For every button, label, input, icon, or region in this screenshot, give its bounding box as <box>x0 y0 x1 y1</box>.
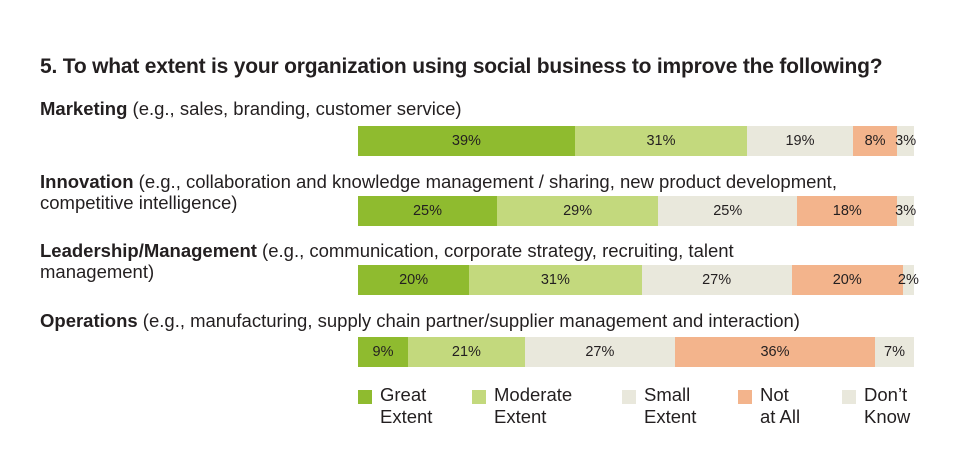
data-label: 20% <box>832 272 862 288</box>
legend-swatch <box>738 390 752 404</box>
category-name: Leadership/Management <box>40 240 257 261</box>
data-label: 25% <box>713 203 743 219</box>
data-label: 20% <box>399 272 429 288</box>
data-label: 2% <box>897 272 919 288</box>
category-label: Operations (e.g., manufacturing, supply … <box>40 310 800 331</box>
data-label: 36% <box>760 344 790 360</box>
legend-label-line1: Don’t <box>864 384 908 405</box>
legend-swatch <box>472 390 486 404</box>
legend-label: Not at All <box>760 384 800 428</box>
bar-segment: 19% <box>747 126 853 156</box>
bar-segment: 31% <box>469 265 642 295</box>
data-label: 31% <box>646 133 676 149</box>
legend-label: Great Extent <box>380 384 432 428</box>
legend: Great Extent Moderate Extent Small Extent Not a… <box>358 384 928 434</box>
stacked-bar: 25% 29% 25% 18% 3% <box>358 196 917 226</box>
bar-segment: 27% <box>524 337 675 367</box>
category-name: Marketing <box>40 98 128 119</box>
legend-label-line1: Great <box>380 384 427 405</box>
data-label: 31% <box>540 272 570 288</box>
data-label: 19% <box>785 133 815 149</box>
data-label: 8% <box>864 133 886 149</box>
bar-segment: 27% <box>641 265 792 295</box>
legend-label: Small Extent <box>644 384 696 428</box>
category-detail: (e.g., manufacturing, supply chain partn… <box>137 310 800 331</box>
stacked-bar: 39% 31% 19% 8% 3% <box>358 126 917 156</box>
category-name: Operations <box>40 310 138 331</box>
data-label: 3% <box>895 133 917 149</box>
bar-segment: 3% <box>895 196 917 226</box>
bar-segment: 36% <box>674 337 876 367</box>
category-label: Leadership/Management (e.g., communicati… <box>40 240 734 282</box>
bar-segment: 29% <box>497 196 659 226</box>
bar-segment: 20% <box>791 265 903 295</box>
bar-segment: 2% <box>898 265 919 295</box>
legend-label-line2: Extent <box>644 406 697 427</box>
chart-title: 5. To what extent is your organization u… <box>40 55 883 78</box>
data-label: 39% <box>451 133 481 149</box>
legend-swatch <box>842 390 856 404</box>
category-label: Innovation (e.g., collaboration and know… <box>40 171 837 213</box>
bar-segment: 20% <box>358 265 470 295</box>
legend-label-line2: at All <box>760 406 801 427</box>
data-label: 9% <box>372 344 394 360</box>
bar-segment: 18% <box>797 196 898 226</box>
legend-label-line2: Know <box>864 406 911 427</box>
category-detail-line2: competitive intelligence) <box>40 192 238 213</box>
bar-segment: 9% <box>358 337 409 367</box>
bar-segment: 8% <box>852 126 898 156</box>
category-detail: (e.g., communication, corporate strategy… <box>256 240 734 261</box>
bar-segment: 21% <box>408 337 525 367</box>
legend-label-line2: Extent <box>380 406 433 427</box>
category-detail: (e.g., collaboration and knowledge manag… <box>133 171 837 192</box>
data-label: 18% <box>832 203 862 219</box>
bar-segment: 3% <box>895 126 917 156</box>
bar-segment: 25% <box>358 196 497 226</box>
legend-label-line2: Extent <box>494 406 547 427</box>
legend-label-line1: Small <box>644 384 691 405</box>
bar-segment: 25% <box>658 196 798 226</box>
stacked-bar: 9% 21% 27% 36% 7% <box>358 337 914 367</box>
category-detail: (e.g., sales, branding, customer service… <box>127 98 462 119</box>
data-label: 21% <box>451 344 481 360</box>
data-label: 29% <box>563 203 593 219</box>
legend-label-line1: Not <box>760 384 789 405</box>
data-label: 3% <box>895 203 917 219</box>
legend-swatch <box>358 390 372 404</box>
data-label: 27% <box>585 344 615 360</box>
category-name: Innovation <box>40 171 134 192</box>
data-label: 25% <box>412 203 443 219</box>
stacked-bar: 20% 31% 27% 20% 2% <box>358 265 919 295</box>
bar-segment: 39% <box>358 126 575 156</box>
data-label: 7% <box>884 344 905 360</box>
legend-label: Don’t Know <box>864 384 910 428</box>
bar-segment: 7% <box>875 337 914 367</box>
legend-label-line1: Moderate <box>494 384 573 405</box>
bar-segment: 31% <box>574 126 748 156</box>
data-label: 27% <box>702 272 732 288</box>
legend-swatch <box>622 390 636 404</box>
category-label: Marketing (e.g., sales, branding, custom… <box>40 98 462 119</box>
legend-label: Moderate Extent <box>494 384 572 428</box>
category-detail-line2: management) <box>40 261 155 282</box>
